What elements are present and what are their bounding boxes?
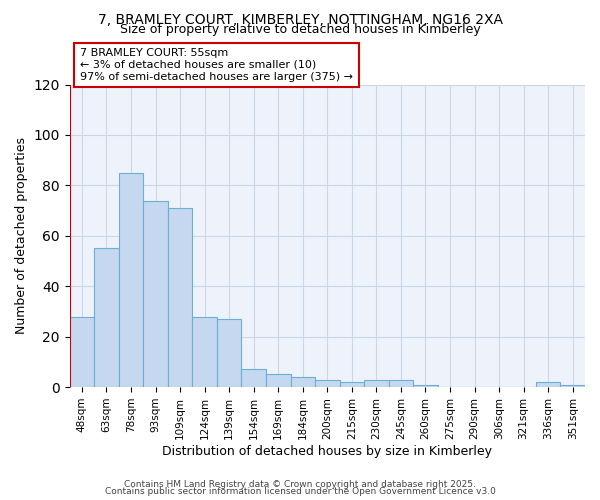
Bar [193,316,217,387]
Bar [364,380,389,387]
Bar [217,319,241,387]
Text: Size of property relative to detached houses in Kimberley: Size of property relative to detached ho… [119,22,481,36]
Bar [536,382,560,387]
Y-axis label: Number of detached properties: Number of detached properties [15,138,28,334]
Bar [413,384,438,387]
Bar [389,380,413,387]
Bar [340,382,364,387]
Bar [266,374,290,387]
Bar [560,384,585,387]
Bar [143,200,168,387]
Text: Contains public sector information licensed under the Open Government Licence v3: Contains public sector information licen… [104,487,496,496]
Bar [70,316,94,387]
Text: Contains HM Land Registry data © Crown copyright and database right 2025.: Contains HM Land Registry data © Crown c… [124,480,476,489]
Text: 7, BRAMLEY COURT, KIMBERLEY, NOTTINGHAM, NG16 2XA: 7, BRAMLEY COURT, KIMBERLEY, NOTTINGHAM,… [97,12,503,26]
X-axis label: Distribution of detached houses by size in Kimberley: Distribution of detached houses by size … [163,444,493,458]
Bar [94,248,119,387]
Bar [168,208,193,387]
Bar [241,370,266,387]
Bar [119,173,143,387]
Bar [315,380,340,387]
Text: 7 BRAMLEY COURT: 55sqm
← 3% of detached houses are smaller (10)
97% of semi-deta: 7 BRAMLEY COURT: 55sqm ← 3% of detached … [80,48,353,82]
Bar [290,377,315,387]
